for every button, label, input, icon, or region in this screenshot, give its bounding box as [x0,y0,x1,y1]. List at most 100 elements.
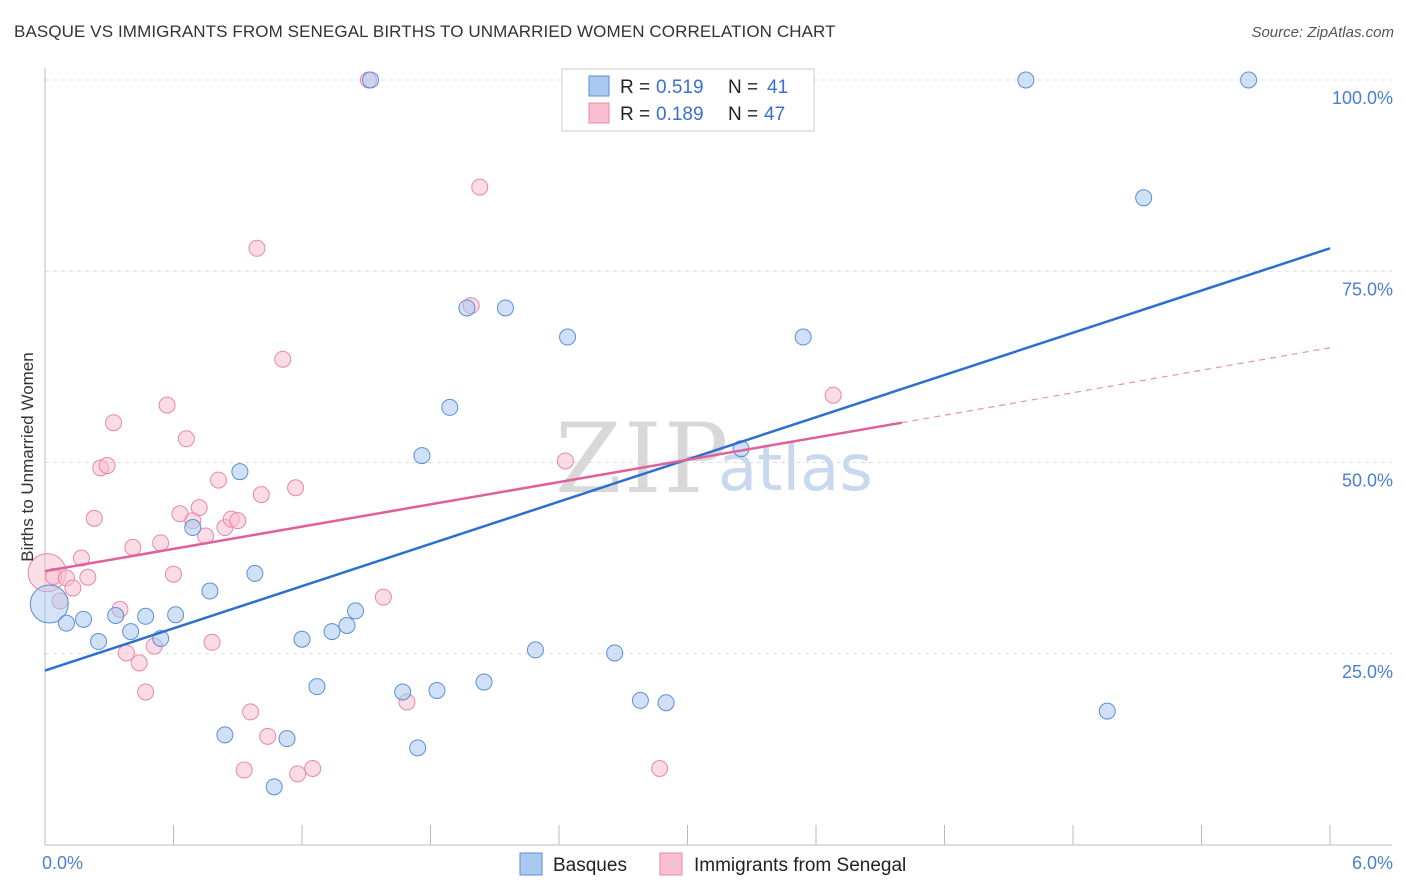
basques-point [90,633,108,651]
basques-point [631,691,649,709]
basques-point [107,607,125,624]
bottom-legend-swatch-senegal [659,852,683,876]
basques-point [428,681,446,699]
senegal-point [64,579,82,597]
basques-point [184,519,202,537]
y-tick-label: 100.0% [1332,88,1393,108]
basques-point [265,778,283,796]
senegal-point [158,396,176,414]
legend-swatch-basques [588,75,610,97]
senegal-point [124,538,142,556]
senegal-point [235,761,253,779]
basques-point [308,678,326,696]
senegal-point [165,565,182,583]
legend-n-label: N = [728,77,758,98]
basques-point [75,610,93,628]
source-label: Source: ZipAtlas.com [1251,24,1394,41]
senegal-point [471,178,489,196]
legend-r-label: R = [620,104,650,125]
basques-point [29,584,69,624]
x-tick-label: 0.0% [42,853,83,873]
y-tick-label: 25.0% [1342,662,1393,682]
basques-point [606,644,624,662]
axes [44,68,1392,846]
basques-point [122,623,140,641]
senegal-point [105,414,123,432]
bottom-legend-senegal: Immigrants from Senegal [694,855,906,876]
basques-point [1240,71,1258,89]
gridlines [45,79,1392,655]
basques-point [441,398,459,416]
senegal-trend-line-extension [901,347,1331,424]
senegal-point [190,499,208,517]
senegal-trend-line [44,421,902,573]
y-tick-label: 75.0% [1342,279,1393,299]
basques-point [526,641,544,659]
legend-box: R = 0.519 N = 41 R = 0.189 N = 47 [561,68,815,132]
senegal-point [259,727,277,745]
basques-point [794,328,812,346]
basques-point [216,726,234,744]
senegal-point [287,479,305,497]
senegal-point [556,452,574,470]
basques-point [475,673,493,691]
basques-point [231,463,249,481]
senegal-point [152,534,170,552]
senegal-point [248,239,266,257]
chart-title: BASQUE VS IMMIGRANTS FROM SENEGAL BIRTHS… [14,22,836,41]
senegal-point [229,512,247,530]
basques-point [413,447,431,465]
bottom-legend: Basques Immigrants from Senegal [519,852,906,876]
senegal-point [98,457,116,475]
basques-point [362,71,380,89]
senegal-point [374,588,392,606]
basques-point [394,683,412,701]
tick-labels: 25.0% 50.0% 75.0% 100.0% 0.0% 6.0% [42,88,1393,873]
basques-point [167,606,185,624]
senegal-point [304,760,322,777]
legend-n-label: N = [728,104,758,125]
basques-point [1017,71,1035,89]
basques-point [1098,702,1116,720]
senegal-point [824,386,842,404]
legend-r-value-senegal: 0.189 [656,104,704,125]
senegal-point [130,654,148,672]
basques-point [657,694,675,712]
basques-points [29,71,1258,796]
basques-point [559,328,577,346]
senegal-point [79,568,97,586]
y-tick-label: 50.0% [1342,471,1393,491]
legend-swatch-senegal [588,102,610,124]
basques-point [293,630,311,648]
legend-r-value-basques: 0.519 [656,77,704,98]
senegal-point [177,430,195,448]
senegal-point [85,509,103,527]
senegal-point [651,760,669,777]
basques-point [57,614,75,632]
legend-n-value-basques: 41 [767,77,788,98]
legend-n-value-senegal: 47 [764,104,785,125]
basques-point [496,299,514,317]
watermark-zip: ZIP [555,403,730,515]
basques-point [137,607,155,625]
basques-point [246,564,264,582]
y-axis-label: Births to Unmarried Women [18,352,37,561]
basques-point [347,602,365,620]
senegal-point [72,549,90,567]
basques-point [323,623,341,641]
senegal-point [203,633,221,651]
bottom-legend-swatch-basques [519,852,543,876]
basques-point [338,616,356,634]
senegal-point [242,703,260,721]
basques-point [458,299,476,317]
senegal-point [252,486,270,504]
senegal-point [289,765,307,783]
basques-point [1135,189,1153,207]
basques-point [201,582,219,600]
trend-lines [44,247,1331,672]
basques-point [409,739,427,757]
legend-r-label: R = [620,77,650,98]
bottom-legend-basques: Basques [553,855,627,876]
x-tick-label: 6.0% [1352,853,1393,873]
